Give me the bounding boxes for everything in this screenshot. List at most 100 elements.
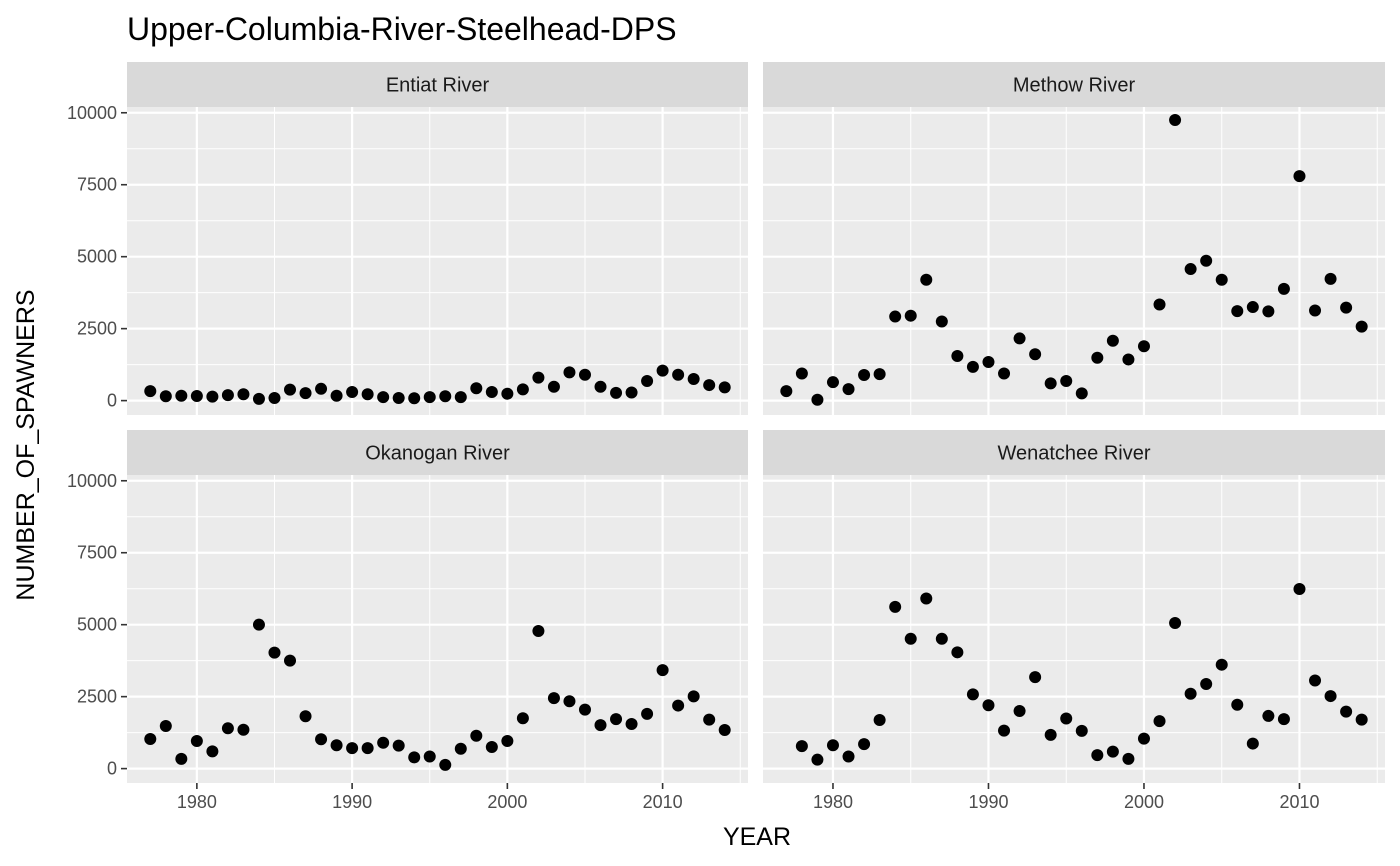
- data-point-methow-river-1986: [920, 273, 933, 286]
- data-point-entiat-river-1990: [346, 385, 359, 398]
- data-point-methow-river-2000: [1137, 340, 1150, 353]
- data-point-methow-river-1997: [1091, 351, 1104, 364]
- data-point-wenatchee-river-2006: [1231, 698, 1244, 711]
- data-point-okanogan-river-2011: [672, 699, 685, 712]
- data-point-wenatchee-river-2008: [1262, 709, 1275, 722]
- x-tick-label: 2000: [1124, 792, 1164, 812]
- data-point-methow-river-2004: [1200, 254, 1213, 267]
- data-point-methow-river-2003: [1184, 263, 1197, 276]
- data-point-wenatchee-river-1986: [920, 592, 933, 605]
- data-point-okanogan-river-1995: [423, 750, 436, 763]
- data-point-entiat-river-1984: [252, 392, 265, 405]
- data-point-okanogan-river-1998: [470, 729, 483, 742]
- y-tick-label: 0: [107, 759, 117, 779]
- y-tick-label: 7500: [77, 175, 117, 195]
- data-point-okanogan-river-1993: [392, 739, 405, 752]
- data-point-methow-river-1981: [842, 383, 855, 396]
- data-point-wenatchee-river-1980: [826, 739, 839, 752]
- data-point-methow-river-1989: [966, 360, 979, 373]
- y-tick-label: 10000: [67, 471, 117, 491]
- y-axis-title: NUMBER_OF_SPAWNERS: [12, 289, 40, 600]
- data-point-entiat-river-1998: [470, 382, 483, 395]
- data-point-entiat-river-1980: [190, 390, 203, 403]
- facet-strip-label: Methow River: [1013, 75, 1136, 97]
- data-point-wenatchee-river-2000: [1137, 732, 1150, 745]
- data-point-okanogan-river-1979: [175, 752, 188, 765]
- data-point-methow-river-1978: [795, 367, 808, 380]
- facet-wenatchee-river: Wenatchee River 1980 1990 2000 2010: [763, 430, 1385, 812]
- data-point-entiat-river-2010: [656, 364, 669, 377]
- data-point-wenatchee-river-2004: [1200, 677, 1213, 690]
- data-point-methow-river-1982: [858, 368, 871, 381]
- data-point-entiat-river-2005: [578, 368, 591, 381]
- data-point-methow-river-1992: [1013, 332, 1026, 345]
- data-point-okanogan-river-2014: [718, 724, 731, 737]
- facet-methow-river: Methow River: [763, 62, 1385, 415]
- data-point-wenatchee-river-1998: [1106, 745, 1119, 758]
- facet-strip: [127, 430, 748, 475]
- data-point-wenatchee-river-1999: [1122, 752, 1135, 765]
- data-point-wenatchee-river-1983: [873, 713, 886, 726]
- data-point-entiat-river-1987: [299, 387, 312, 400]
- data-point-methow-river-1991: [998, 367, 1011, 380]
- data-point-okanogan-river-2005: [578, 703, 591, 716]
- data-point-methow-river-2006: [1231, 305, 1244, 318]
- data-point-okanogan-river-1994: [408, 751, 421, 764]
- data-point-wenatchee-river-2005: [1215, 658, 1228, 671]
- data-point-methow-river-1993: [1029, 348, 1042, 361]
- data-point-okanogan-river-2007: [610, 713, 623, 726]
- data-point-entiat-river-2002: [532, 371, 545, 384]
- x-tick-label: 2010: [1279, 792, 1319, 812]
- data-point-methow-river-1999: [1122, 353, 1135, 366]
- data-point-wenatchee-river-1979: [811, 753, 824, 766]
- data-point-wenatchee-river-1984: [889, 600, 902, 613]
- data-point-wenatchee-river-1992: [1013, 705, 1026, 718]
- data-point-entiat-river-1993: [392, 392, 405, 405]
- data-point-okanogan-river-1991: [361, 742, 374, 755]
- data-point-wenatchee-river-1987: [935, 632, 948, 645]
- y-tick-label: 7500: [77, 543, 117, 563]
- x-tick-label: 1980: [177, 792, 217, 812]
- data-point-wenatchee-river-1994: [1044, 728, 1057, 741]
- data-point-okanogan-river-2013: [703, 713, 716, 726]
- data-point-wenatchee-river-2001: [1153, 715, 1166, 728]
- data-point-entiat-river-1995: [423, 391, 436, 404]
- data-point-okanogan-river-1988: [315, 733, 328, 746]
- data-point-entiat-river-2013: [703, 379, 716, 392]
- data-point-wenatchee-river-2003: [1184, 687, 1197, 700]
- data-point-wenatchee-river-2011: [1309, 674, 1322, 687]
- data-point-methow-river-1998: [1106, 334, 1119, 347]
- data-point-methow-river-1984: [889, 310, 902, 323]
- data-point-okanogan-river-1986: [284, 654, 297, 667]
- data-point-entiat-river-1991: [361, 388, 374, 401]
- data-point-methow-river-2005: [1215, 273, 1228, 286]
- facet-strip: [127, 62, 748, 107]
- data-point-entiat-river-2003: [547, 380, 560, 393]
- data-point-okanogan-river-2010: [656, 664, 669, 677]
- y-tick-label: 0: [107, 391, 117, 411]
- data-point-entiat-river-1996: [439, 390, 452, 403]
- y-tick-label: 10000: [67, 103, 117, 123]
- data-point-wenatchee-river-2010: [1293, 582, 1306, 595]
- data-point-okanogan-river-1997: [454, 742, 467, 755]
- panel-background: [127, 475, 748, 783]
- x-tick-label: 2000: [487, 792, 527, 812]
- data-point-methow-river-2013: [1340, 301, 1353, 314]
- data-point-methow-river-1996: [1075, 387, 1088, 400]
- data-point-wenatchee-river-1990: [982, 699, 995, 712]
- panel-background: [763, 475, 1385, 783]
- data-point-entiat-river-1979: [175, 389, 188, 402]
- data-point-entiat-river-1985: [268, 392, 281, 405]
- data-point-okanogan-river-1985: [268, 646, 281, 659]
- facet-entiat-river: Entiat River 0 2500 5000 7500 10000: [67, 62, 748, 415]
- data-point-entiat-river-1977: [144, 385, 157, 398]
- panel-background: [763, 107, 1385, 415]
- data-point-entiat-river-2004: [563, 366, 576, 379]
- data-point-okanogan-river-1992: [377, 736, 390, 749]
- data-point-okanogan-river-1978: [159, 720, 172, 733]
- x-tick-label: 1990: [968, 792, 1008, 812]
- data-point-methow-river-2002: [1169, 113, 1182, 126]
- data-point-wenatchee-river-1995: [1060, 712, 1073, 725]
- y-tick-label: 2500: [77, 687, 117, 707]
